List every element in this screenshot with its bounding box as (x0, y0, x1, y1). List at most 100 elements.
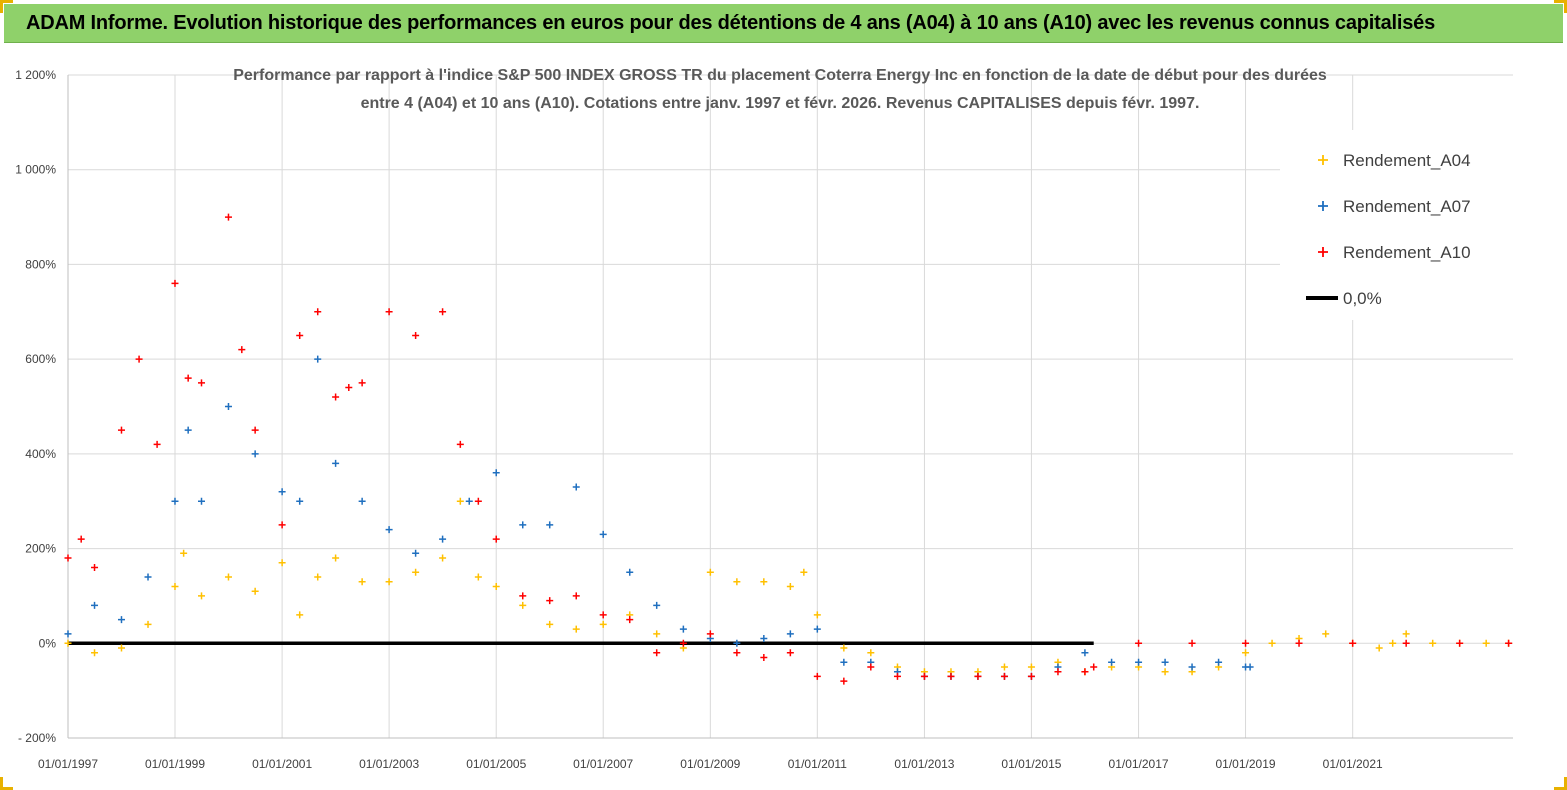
data-point (519, 592, 527, 600)
data-point (198, 379, 206, 387)
legend: Rendement_A04 Rendement_A07 Rendement_A10 0… (1280, 130, 1513, 320)
data-point (840, 677, 848, 685)
data-point (412, 549, 420, 557)
data-point (733, 578, 741, 586)
series-rendement-a04 (64, 497, 1513, 676)
data-point (1402, 639, 1410, 647)
data-point (679, 625, 687, 633)
x-tick-label: 01/01/2007 (573, 757, 633, 771)
data-point (278, 521, 286, 529)
data-point (358, 379, 366, 387)
data-point (117, 426, 125, 434)
data-point (1295, 639, 1303, 647)
legend-swatch (1318, 201, 1328, 211)
data-point (1482, 639, 1490, 647)
data-point (653, 630, 661, 638)
legend-box (1280, 130, 1513, 320)
data-point (135, 355, 143, 363)
data-point (572, 592, 580, 600)
legend-label: 0,0% (1343, 289, 1382, 308)
corner-mark-tr (1554, 0, 1567, 13)
data-point (1505, 639, 1513, 647)
grid (67, 74, 1513, 739)
data-point (840, 658, 848, 666)
data-point (840, 644, 848, 652)
data-point (278, 488, 286, 496)
data-point (439, 554, 447, 562)
data-point (64, 630, 72, 638)
data-point (1081, 649, 1089, 657)
data-point (385, 308, 393, 316)
data-point (546, 620, 554, 628)
data-point (251, 426, 259, 434)
x-tick-label: 01/01/2005 (466, 757, 526, 771)
data-point (251, 587, 259, 595)
data-point (314, 355, 322, 363)
data-point (1027, 672, 1035, 680)
data-point (251, 450, 259, 458)
data-point (1054, 668, 1062, 676)
data-point (1322, 630, 1330, 638)
data-point (800, 568, 808, 576)
corner-mark-tl (0, 0, 13, 13)
data-point (1000, 663, 1008, 671)
data-point (947, 672, 955, 680)
data-point (117, 616, 125, 624)
x-tick-label: 01/01/2019 (1216, 757, 1276, 771)
data-point (1135, 658, 1143, 666)
data-point (296, 331, 304, 339)
data-point (412, 331, 420, 339)
data-point (358, 497, 366, 505)
data-point (465, 497, 473, 505)
data-point (1429, 639, 1437, 647)
legend-label: Rendement_A10 (1343, 243, 1471, 262)
data-point (974, 672, 982, 680)
data-point (456, 440, 464, 448)
x-tick-label: 01/01/2009 (680, 757, 740, 771)
data-point (1027, 663, 1035, 671)
data-point (492, 535, 500, 543)
data-point (412, 568, 420, 576)
data-point (332, 459, 340, 467)
data-point (314, 573, 322, 581)
series-rendement-a10 (64, 213, 1513, 685)
data-point (117, 644, 125, 652)
data-point (91, 601, 99, 609)
data-point (1242, 639, 1250, 647)
data-point (1188, 639, 1196, 647)
data-point (238, 346, 246, 354)
data-point (546, 597, 554, 605)
data-point (171, 497, 179, 505)
data-point (599, 530, 607, 538)
x-tick-label: 01/01/2017 (1109, 757, 1169, 771)
x-tick-label: 01/01/2013 (894, 757, 954, 771)
data-point (1135, 639, 1143, 647)
data-point (224, 573, 232, 581)
data-point (1161, 658, 1169, 666)
data-point (653, 649, 661, 657)
data-point (786, 630, 794, 638)
data-point (706, 630, 714, 638)
x-tick-label: 01/01/2001 (252, 757, 312, 771)
x-tick-label: 01/01/2015 (1001, 757, 1061, 771)
data-point (599, 611, 607, 619)
data-point (519, 521, 527, 529)
data-point (314, 308, 322, 316)
data-point (706, 568, 714, 576)
data-point (492, 582, 500, 590)
data-point (1389, 639, 1397, 647)
data-point (813, 611, 821, 619)
data-point (184, 374, 192, 382)
data-point (64, 639, 72, 647)
data-point (599, 620, 607, 628)
data-point (1188, 663, 1196, 671)
data-point (733, 639, 741, 647)
data-point (385, 578, 393, 586)
y-tick-label: 400% (25, 447, 56, 461)
chart-title-line-1: Performance par rapport à l'indice S&P 5… (233, 67, 1327, 84)
series-rendement-a07 (64, 355, 1254, 680)
data-point (91, 564, 99, 572)
data-point (572, 625, 580, 633)
data-point (77, 535, 85, 543)
data-point (786, 582, 794, 590)
